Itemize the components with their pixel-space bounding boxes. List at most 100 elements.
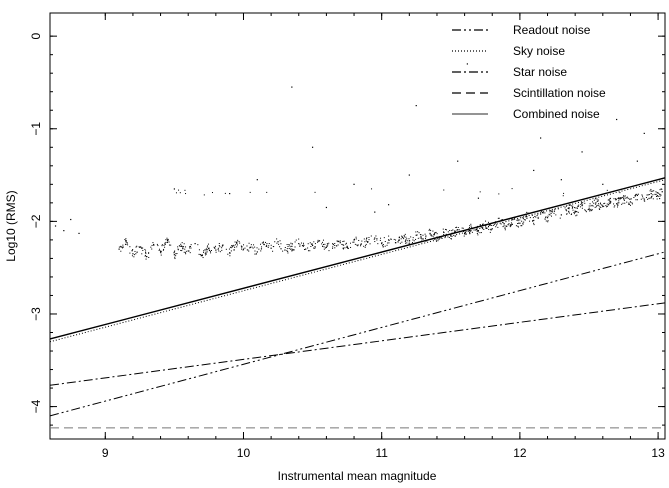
scatter-point <box>262 242 264 244</box>
scatter-point <box>659 193 661 195</box>
scatter-point <box>164 246 166 248</box>
scatter-point <box>569 204 571 206</box>
scatter-point <box>231 246 233 248</box>
scatter-point <box>240 245 242 247</box>
scatter-point <box>609 198 611 200</box>
scatter-point <box>287 252 289 254</box>
scatter-point <box>200 255 202 257</box>
scatter-point <box>498 193 500 195</box>
scatter-point <box>336 240 338 242</box>
scatter-point <box>221 247 223 249</box>
scatter-point <box>495 226 497 228</box>
scatter-point <box>127 244 129 246</box>
scatter-point <box>173 251 175 253</box>
axis-ticks <box>50 13 665 439</box>
scatter-point <box>617 202 619 204</box>
scatter-point <box>458 229 460 231</box>
scatter-point <box>301 244 303 246</box>
scatter-point <box>421 238 423 240</box>
scatter-point <box>415 234 417 236</box>
y-tick-label: −1 <box>29 122 43 136</box>
scatter-point <box>581 151 583 153</box>
scatter-point <box>479 224 481 226</box>
scatter-point <box>327 244 329 246</box>
scatter-point <box>437 237 439 239</box>
scatter-point <box>353 183 355 185</box>
scatter-point <box>180 243 182 245</box>
scatter-point <box>182 248 184 250</box>
scatter-point <box>547 215 549 217</box>
scatter-point <box>577 205 579 207</box>
scatter-point <box>163 248 165 250</box>
scatter-point <box>518 222 520 224</box>
scatter-point <box>215 249 217 251</box>
scatter-point <box>430 234 432 236</box>
scatter-point <box>615 198 617 200</box>
scatter-point <box>371 188 373 190</box>
scatter-point <box>610 200 612 202</box>
scatter-point <box>592 201 594 203</box>
scatter-point <box>419 234 421 236</box>
scatter-point <box>646 194 648 196</box>
scatter-point <box>151 248 153 250</box>
scatter-point <box>237 239 239 241</box>
series-line-sky-noise <box>49 179 666 343</box>
scatter-point <box>479 232 481 234</box>
scatter-point <box>225 248 227 250</box>
scatter-point <box>570 214 572 216</box>
scatter-point <box>571 207 573 209</box>
scatter-point <box>575 215 577 217</box>
scatter-point <box>124 239 126 241</box>
scatter-point <box>364 246 366 248</box>
scatter-point <box>317 239 319 241</box>
scatter-point <box>476 229 478 231</box>
scatter-point <box>266 191 268 193</box>
scatter-point <box>532 220 534 222</box>
scatter-point <box>500 219 502 221</box>
scatter-point <box>417 237 419 239</box>
scatter-point <box>334 242 336 244</box>
y-tick-label: −2 <box>29 214 43 228</box>
scatter-point <box>486 227 488 229</box>
scatter-point <box>594 198 596 200</box>
scatter-point <box>311 244 314 247</box>
scatter-point <box>144 255 146 257</box>
scatter-point <box>643 198 645 200</box>
scatter-point <box>334 247 336 249</box>
scatter-point <box>377 243 379 245</box>
scatter-point <box>647 194 649 196</box>
scatter-point <box>183 243 185 245</box>
scatter-point <box>545 220 547 222</box>
scatter-point <box>575 207 577 209</box>
scatter-point <box>550 212 552 214</box>
scatter-point <box>545 216 547 218</box>
scatter-point <box>339 242 341 244</box>
scatter-point <box>526 211 528 213</box>
scatter-point <box>175 255 177 257</box>
scatter-point <box>422 234 424 236</box>
scatter-point <box>298 242 300 245</box>
scatter-point <box>202 257 204 259</box>
scatter-point <box>624 195 626 197</box>
scatter-point <box>519 222 521 224</box>
scatter-point <box>70 218 72 221</box>
scatter-point <box>468 229 470 231</box>
scatter-point <box>609 200 611 202</box>
scatter-point <box>581 207 583 209</box>
y-tick-label: −4 <box>29 399 43 413</box>
scatter-point <box>594 203 596 205</box>
scatter-point <box>401 241 403 243</box>
scatter-point <box>189 252 191 254</box>
scatter-point <box>380 237 382 239</box>
scatter-point <box>522 223 524 225</box>
scatter-point <box>540 210 542 212</box>
scatter-point <box>521 217 523 219</box>
scatter-point <box>230 250 232 252</box>
scatter-point <box>517 220 519 222</box>
scatter-point <box>397 241 399 243</box>
scatter-point <box>163 244 165 246</box>
scatter-point <box>465 233 467 235</box>
scatter-point <box>246 249 248 251</box>
scatter-point <box>354 238 356 240</box>
scatter-point <box>185 193 187 195</box>
